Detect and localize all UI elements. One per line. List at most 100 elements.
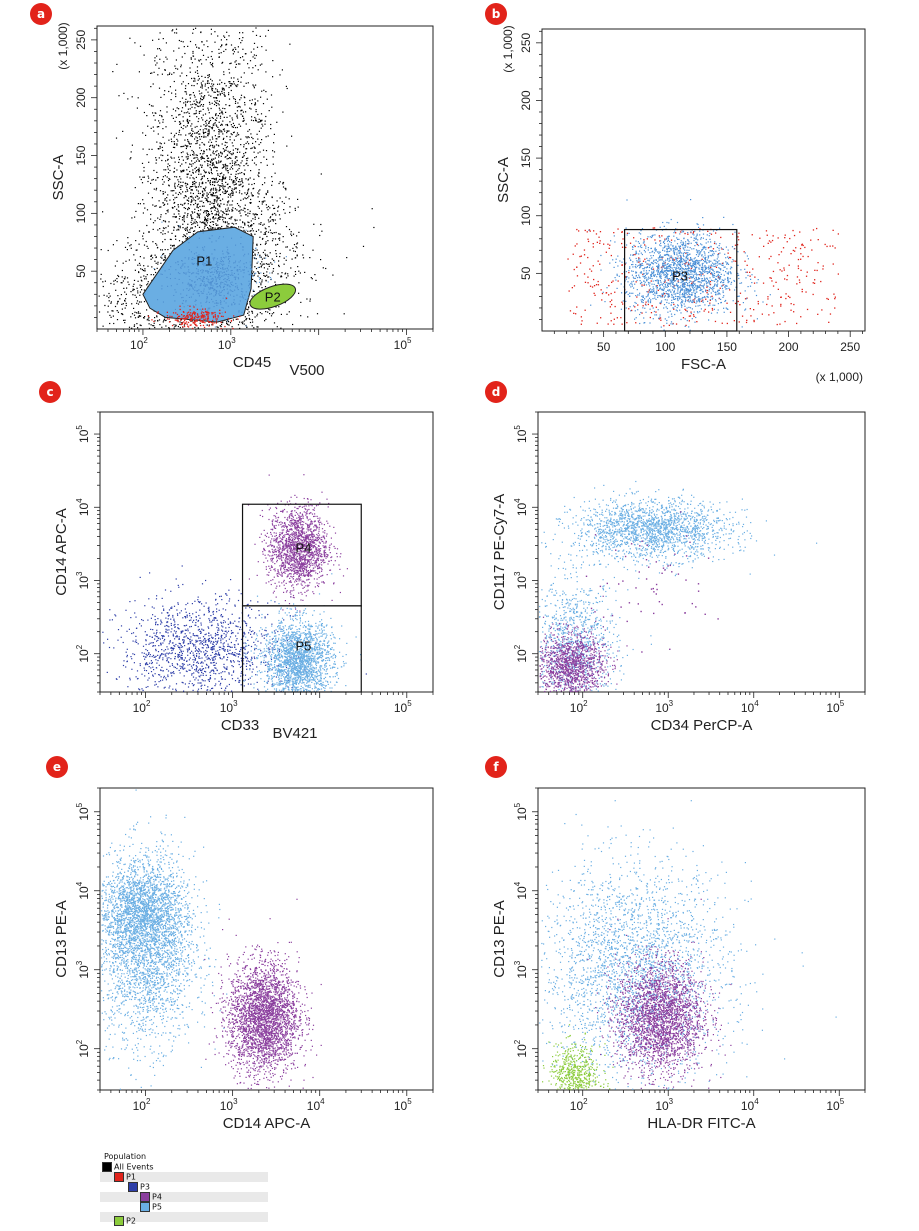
data-point (130, 316, 132, 318)
data-point (294, 250, 296, 253)
data-point (203, 174, 205, 177)
data-point (153, 130, 155, 132)
data-point (198, 167, 200, 169)
data-point (192, 263, 194, 265)
data-point (150, 274, 152, 276)
data-point (176, 319, 178, 322)
data-point (159, 110, 162, 112)
data-point (185, 145, 188, 147)
data-point (202, 279, 204, 281)
data-point (201, 195, 204, 197)
data-point (135, 240, 137, 242)
data-point (192, 263, 194, 265)
data-point (151, 179, 153, 181)
data-point (207, 314, 210, 316)
data-point (230, 290, 232, 292)
data-point (201, 166, 203, 168)
data-point (292, 233, 295, 235)
data-point (220, 267, 222, 269)
data-point (204, 83, 206, 85)
data-point (218, 271, 220, 273)
data-point (240, 183, 242, 185)
data-point (235, 187, 237, 189)
data-point (255, 34, 258, 36)
data-point (221, 216, 224, 218)
data-point (232, 53, 234, 55)
data-point (203, 189, 205, 191)
data-point (189, 305, 191, 307)
data-point (228, 92, 230, 94)
data-point (218, 217, 220, 219)
data-point (237, 63, 240, 65)
data-point (296, 242, 299, 244)
data-point (203, 193, 205, 195)
data-point (241, 288, 243, 290)
data-point (125, 304, 127, 307)
data-point (197, 192, 200, 194)
data-point (208, 172, 210, 174)
data-point (190, 189, 192, 191)
data-point (156, 315, 158, 317)
data-point (200, 104, 202, 106)
data-point (173, 167, 176, 169)
data-point (251, 159, 253, 161)
data-point (213, 288, 215, 290)
data-point (222, 219, 224, 221)
data-point (204, 308, 206, 310)
data-point (248, 314, 250, 316)
data-point (256, 326, 258, 328)
data-point (214, 135, 216, 137)
data-point (186, 228, 188, 230)
data-point (143, 166, 145, 169)
data-point (271, 106, 273, 108)
data-point (196, 46, 198, 48)
data-point (183, 325, 186, 328)
data-point (190, 94, 192, 96)
data-point (202, 182, 204, 184)
data-point (219, 278, 221, 280)
data-point (169, 253, 171, 255)
data-point (268, 221, 270, 223)
data-point (206, 195, 208, 197)
data-point (196, 320, 198, 322)
data-point (125, 302, 127, 304)
data-point (251, 224, 253, 226)
data-point (150, 213, 152, 216)
data-point (186, 294, 188, 296)
data-point (194, 126, 196, 128)
data-point (240, 215, 242, 217)
data-point (224, 95, 226, 97)
data-point (212, 312, 214, 314)
data-point (180, 134, 182, 136)
data-point (203, 97, 205, 99)
x-axis-label: CD45 (233, 354, 271, 371)
data-point (251, 147, 253, 149)
data-point (183, 234, 185, 236)
data-point (567, 258, 569, 260)
data-point (239, 184, 241, 186)
data-point (189, 187, 191, 189)
data-point (293, 275, 295, 277)
data-point (293, 244, 296, 246)
data-point (215, 102, 217, 104)
data-point (156, 126, 158, 128)
data-point (271, 180, 273, 183)
data-point (226, 132, 228, 134)
data-point (203, 249, 205, 251)
data-point (203, 318, 205, 321)
data-point (255, 230, 257, 232)
x-axis-label: FSC-A (681, 356, 726, 373)
data-point (196, 216, 198, 218)
data-point (183, 216, 185, 218)
data-point (252, 84, 254, 86)
data-point (219, 285, 221, 287)
data-point (167, 154, 169, 156)
data-point (199, 213, 201, 215)
data-point (192, 293, 194, 295)
data-point (211, 235, 213, 237)
data-point (270, 216, 272, 218)
data-point (263, 263, 265, 265)
data-point (151, 319, 153, 321)
data-point (261, 119, 263, 121)
data-point (183, 272, 185, 274)
